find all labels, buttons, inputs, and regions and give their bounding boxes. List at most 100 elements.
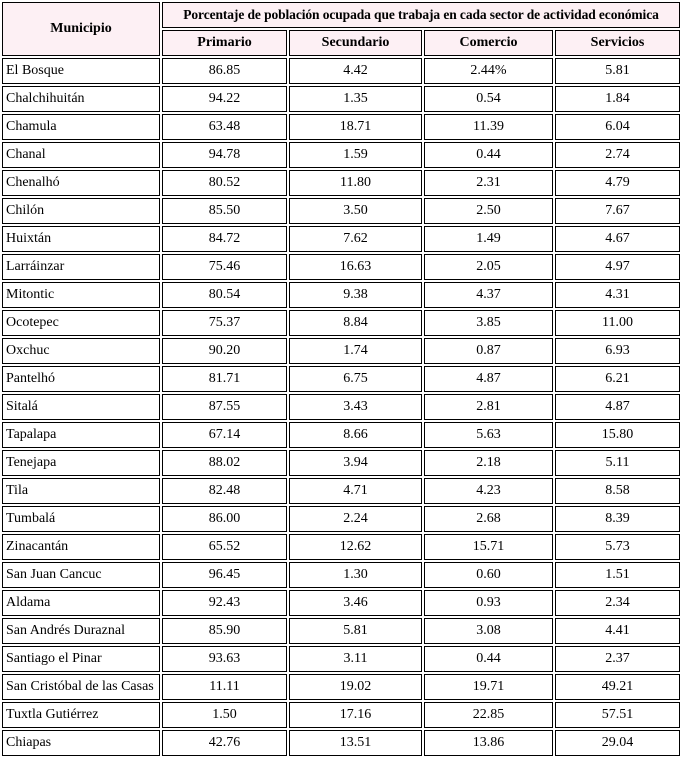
column-header-secundario: Secundario (289, 30, 422, 56)
value-cell-primario: 88.02 (162, 450, 287, 476)
value-cell-servicios: 4.31 (555, 282, 680, 308)
value-cell-primario: 75.37 (162, 310, 287, 336)
value-cell-comercio: 3.85 (424, 310, 553, 336)
value-cell-comercio: 2.31 (424, 170, 553, 196)
municipio-sector-table: Municipio Porcentaje de población ocupad… (2, 2, 680, 756)
value-cell-secundario: 1.59 (289, 142, 422, 168)
value-cell-primario: 96.45 (162, 562, 287, 588)
table-row: Aldama 92.43 3.46 0.93 2.34 (2, 590, 680, 616)
column-header-comercio: Comercio (424, 30, 553, 56)
value-cell-servicios: 4.67 (555, 226, 680, 252)
municipio-cell: Ocotepec (2, 310, 160, 336)
value-cell-secundario: 3.50 (289, 198, 422, 224)
value-cell-primario: 90.20 (162, 338, 287, 364)
value-cell-primario: 87.55 (162, 394, 287, 420)
value-cell-secundario: 1.35 (289, 86, 422, 112)
value-cell-comercio: 4.87 (424, 366, 553, 392)
value-cell-secundario: 16.63 (289, 254, 422, 280)
value-cell-secundario: 12.62 (289, 534, 422, 560)
value-cell-servicios: 6.21 (555, 366, 680, 392)
value-cell-secundario: 8.84 (289, 310, 422, 336)
municipio-cell: Tuxtla Gutiérrez (2, 702, 160, 728)
value-cell-secundario: 11.80 (289, 170, 422, 196)
table-row: El Bosque 86.85 4.42 2.44% 5.81 (2, 58, 680, 84)
value-cell-secundario: 5.81 (289, 618, 422, 644)
value-cell-primario: 65.52 (162, 534, 287, 560)
value-cell-primario: 42.76 (162, 730, 287, 756)
table-row: Chiapas 42.76 13.51 13.86 29.04 (2, 730, 680, 756)
table-row: Chalchihuitán 94.22 1.35 0.54 1.84 (2, 86, 680, 112)
municipio-cell: Huixtán (2, 226, 160, 252)
value-cell-secundario: 18.71 (289, 114, 422, 140)
value-cell-secundario: 1.74 (289, 338, 422, 364)
value-cell-servicios: 57.51 (555, 702, 680, 728)
value-cell-servicios: 4.41 (555, 618, 680, 644)
value-cell-secundario: 6.75 (289, 366, 422, 392)
municipio-cell: Larráinzar (2, 254, 160, 280)
value-cell-servicios: 8.39 (555, 506, 680, 532)
value-cell-servicios: 29.04 (555, 730, 680, 756)
table-row: San Juan Cancuc 96.45 1.30 0.60 1.51 (2, 562, 680, 588)
value-cell-primario: 94.22 (162, 86, 287, 112)
municipio-cell: Chilón (2, 198, 160, 224)
value-cell-comercio: 0.60 (424, 562, 553, 588)
value-cell-secundario: 3.46 (289, 590, 422, 616)
value-cell-secundario: 3.94 (289, 450, 422, 476)
value-cell-primario: 80.52 (162, 170, 287, 196)
municipio-cell: San Andrés Duraznal (2, 618, 160, 644)
value-cell-comercio: 2.05 (424, 254, 553, 280)
header-row-sectors: Primario Secundario Comercio Servicios (2, 30, 680, 56)
municipio-cell: Tenejapa (2, 450, 160, 476)
value-cell-comercio: 5.63 (424, 422, 553, 448)
value-cell-comercio: 2.68 (424, 506, 553, 532)
municipio-cell: El Bosque (2, 58, 160, 84)
table-row: Mitontic 80.54 9.38 4.37 4.31 (2, 282, 680, 308)
municipio-cell: Chalchihuitán (2, 86, 160, 112)
value-cell-primario: 84.72 (162, 226, 287, 252)
municipio-cell: Chamula (2, 114, 160, 140)
value-cell-primario: 86.00 (162, 506, 287, 532)
municipio-cell: Chanal (2, 142, 160, 168)
value-cell-primario: 94.78 (162, 142, 287, 168)
value-cell-comercio: 19.71 (424, 674, 553, 700)
table-row: Zinacantán 65.52 12.62 15.71 5.73 (2, 534, 680, 560)
table-row: Sitalá 87.55 3.43 2.81 4.87 (2, 394, 680, 420)
value-cell-comercio: 4.23 (424, 478, 553, 504)
value-cell-primario: 85.50 (162, 198, 287, 224)
table-body: El Bosque 86.85 4.42 2.44% 5.81 Chalchihuitán… (2, 58, 680, 756)
value-cell-comercio: 11.39 (424, 114, 553, 140)
value-cell-primario: 92.43 (162, 590, 287, 616)
value-cell-comercio: 2.18 (424, 450, 553, 476)
value-cell-servicios: 11.00 (555, 310, 680, 336)
value-cell-secundario: 4.71 (289, 478, 422, 504)
table-row: Chilón 85.50 3.50 2.50 7.67 (2, 198, 680, 224)
value-cell-comercio: 15.71 (424, 534, 553, 560)
value-cell-primario: 67.14 (162, 422, 287, 448)
municipio-cell: Zinacantán (2, 534, 160, 560)
value-cell-secundario: 9.38 (289, 282, 422, 308)
value-cell-secundario: 3.11 (289, 646, 422, 672)
municipio-cell: Santiago el Pinar (2, 646, 160, 672)
table-row: Tuxtla Gutiérrez 1.50 17.16 22.85 57.51 (2, 702, 680, 728)
table-row: Huixtán 84.72 7.62 1.49 4.67 (2, 226, 680, 252)
value-cell-primario: 75.46 (162, 254, 287, 280)
table-row: Tapalapa 67.14 8.66 5.63 15.80 (2, 422, 680, 448)
municipio-cell: Mitontic (2, 282, 160, 308)
value-cell-servicios: 5.81 (555, 58, 680, 84)
value-cell-comercio: 2.44% (424, 58, 553, 84)
table-row: Chamula 63.48 18.71 11.39 6.04 (2, 114, 680, 140)
value-cell-servicios: 1.51 (555, 562, 680, 588)
table-row: Oxchuc 90.20 1.74 0.87 6.93 (2, 338, 680, 364)
municipio-cell: Tumbalá (2, 506, 160, 532)
municipio-cell: Pantelhó (2, 366, 160, 392)
column-header-primario: Primario (162, 30, 287, 56)
value-cell-servicios: 49.21 (555, 674, 680, 700)
value-cell-comercio: 0.54 (424, 86, 553, 112)
value-cell-servicios: 7.67 (555, 198, 680, 224)
table-row: Ocotepec 75.37 8.84 3.85 11.00 (2, 310, 680, 336)
municipio-cell: Chiapas (2, 730, 160, 756)
value-cell-secundario: 2.24 (289, 506, 422, 532)
value-cell-servicios: 4.87 (555, 394, 680, 420)
table-row: Chanal 94.78 1.59 0.44 2.74 (2, 142, 680, 168)
municipio-cell: Tapalapa (2, 422, 160, 448)
